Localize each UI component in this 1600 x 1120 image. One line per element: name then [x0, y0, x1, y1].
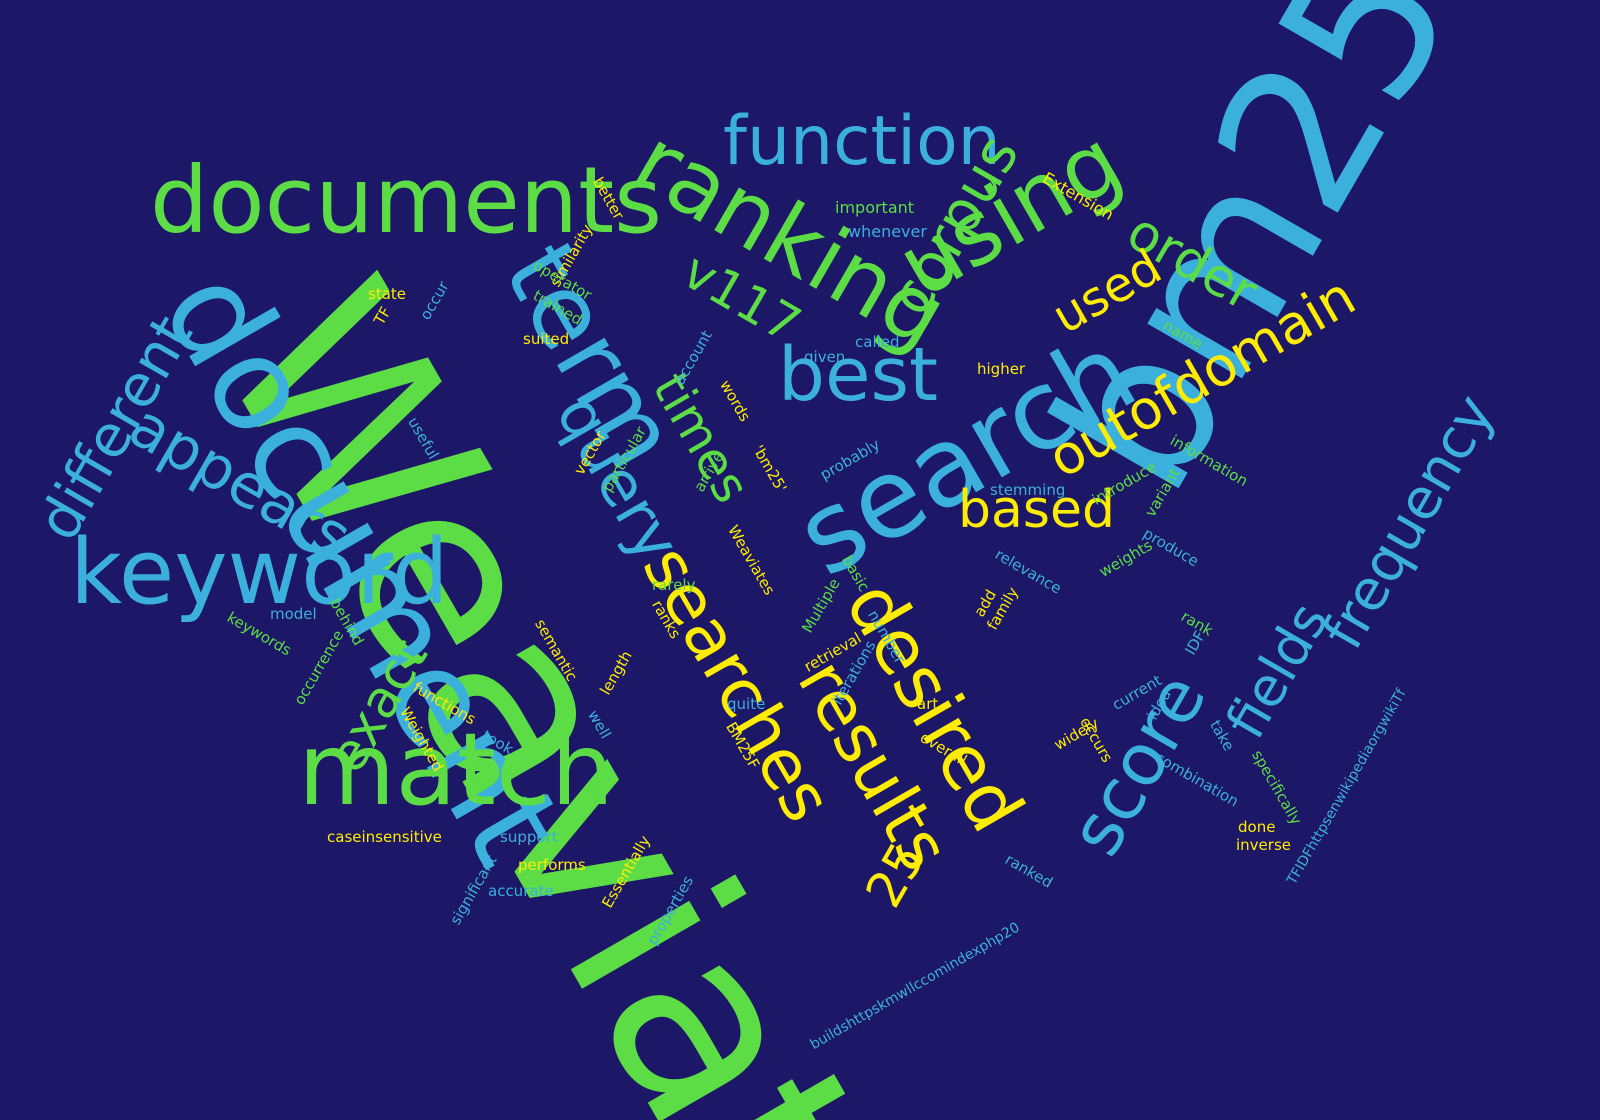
cloud-word: specifically [1248, 747, 1306, 828]
cloud-word: TFIDFhttpsenwikipediaorgwikiTf [1284, 686, 1410, 888]
cloud-word: done [1238, 818, 1276, 836]
cloud-word: weights [1096, 536, 1156, 581]
cloud-word: performs [518, 856, 586, 874]
cloud-word: function [723, 102, 1001, 181]
cloud-word: best [778, 332, 939, 418]
cloud-word: stemming [990, 481, 1066, 499]
cloud-word: keyword [70, 520, 449, 625]
cloud-word: IDF [1181, 627, 1210, 658]
cloud-word: accurate [488, 882, 554, 900]
cloud-word: model [270, 605, 317, 623]
cloud-word: suited [523, 330, 570, 348]
cloud-word: important [835, 198, 915, 217]
cloud-word: higher [977, 360, 1026, 378]
cloud-word: rarely [652, 576, 696, 594]
cloud-word: given [804, 348, 846, 366]
cloud-word: based [958, 480, 1115, 540]
cloud-word: caseinsensitive [327, 828, 442, 846]
cloud-word: ranked [1002, 850, 1056, 892]
cloud-word: art [917, 695, 939, 713]
cloud-word: inverse [1236, 836, 1291, 854]
cloud-word: quite [727, 695, 766, 713]
cloud-word: 'bm25' [749, 442, 791, 496]
cloud-word: documents [150, 147, 663, 254]
cloud-word: whenever [848, 222, 927, 241]
cloud-word: state [368, 285, 406, 303]
cloud-word: match [298, 711, 615, 828]
cloud-word: fields [1213, 592, 1341, 749]
cloud-word: called [855, 333, 900, 351]
cloud-word: frequency [1310, 384, 1508, 660]
cloud-word: support [500, 828, 558, 846]
cloud-word: Weaviates [724, 522, 779, 599]
